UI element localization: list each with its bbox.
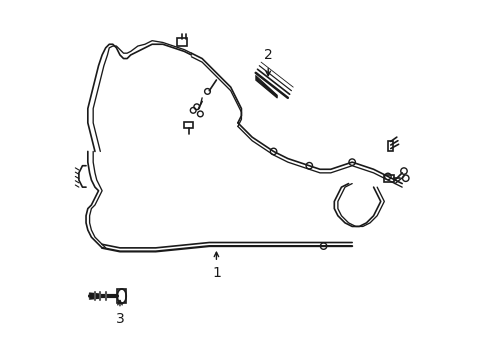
Text: 2: 2 (264, 48, 272, 62)
Ellipse shape (117, 289, 126, 303)
Text: 1: 1 (212, 266, 221, 280)
Bar (177, 38, 187, 46)
Text: 3: 3 (116, 312, 124, 326)
Bar (184, 122, 193, 128)
Bar (388, 141, 393, 152)
Bar (384, 175, 394, 182)
Bar (117, 289, 126, 303)
